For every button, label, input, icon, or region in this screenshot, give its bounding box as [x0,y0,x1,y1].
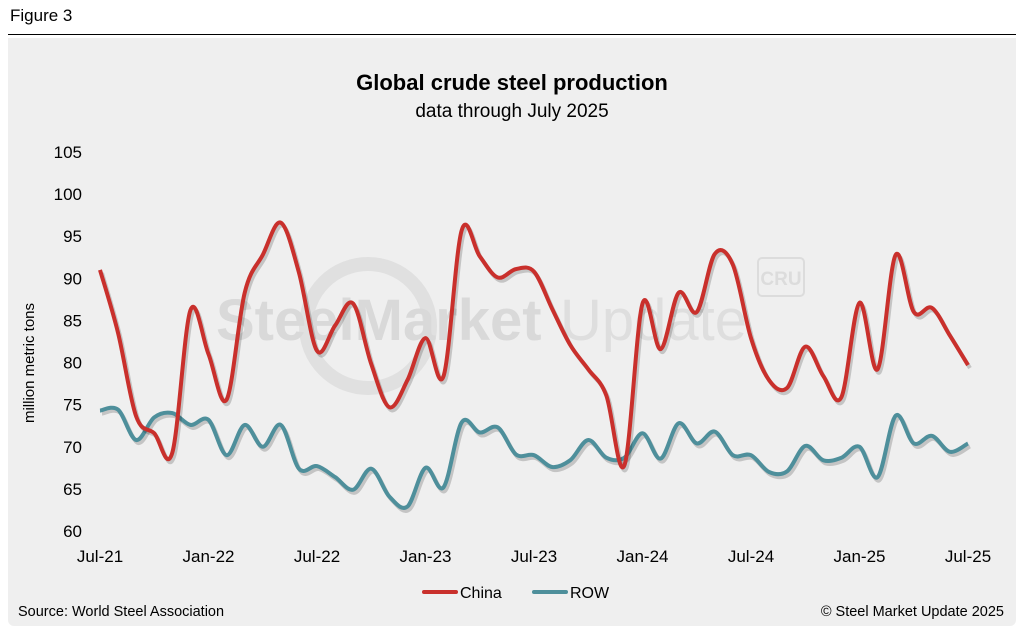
y-tick-label: 70 [63,438,82,457]
x-tick-label: Jul-22 [294,547,340,566]
y-tick-label: 105 [54,143,82,162]
figure-label: Figure 3 [10,6,73,25]
x-tick-label: Jan-25 [834,547,886,566]
x-tick-label: Jan-23 [400,547,452,566]
chart-svg: SteelMarket Update CRU Global crude stee… [18,70,1004,620]
y-tick-label: 80 [63,354,82,373]
series-line-row [99,405,970,510]
watermark-ring [299,257,437,395]
watermark-badge [757,257,805,297]
x-tick-label: Jan-24 [617,547,669,566]
figure-divider [8,34,1016,35]
chart-subtitle: data through July 2025 [415,101,608,122]
x-axis-ticks: Jul-21 Jan-22 Jul-22 Jan-23 Jul-23 Jan-24 Jul-… [77,547,991,566]
y-axis-ticks: 60 65 70 75 80 85 90 95 100 105 [54,143,82,541]
source-note: Source: World Steel Association [18,604,224,620]
x-tick-label: Jul-24 [728,547,774,566]
series-line-china [98,220,970,470]
y-tick-label: 100 [54,185,82,204]
x-tick-label: Jul-25 [945,547,991,566]
y-tick-label: 90 [63,269,82,288]
y-tick-label: 95 [63,227,82,246]
watermark: SteelMarket Update CRU [216,257,805,395]
y-tick-label: 75 [63,396,82,415]
copyright-note: © Steel Market Update 2025 [821,604,1004,620]
watermark-badge-text: CRU [760,269,801,290]
series-layer [98,220,972,513]
y-tick-label: 65 [63,480,82,499]
watermark-bold-text: SteelMarket [216,288,542,353]
legend: China ROW [422,585,610,602]
y-tick-label: 85 [63,311,82,330]
chart-panel: SteelMarket Update CRU Global crude stee… [8,38,1016,626]
x-tick-label: Jul-23 [511,547,557,566]
y-tick-label: 60 [63,522,82,541]
series-shadow-row [101,408,972,513]
y-axis-label: million metric tons [21,303,38,423]
x-tick-label: Jan-22 [183,547,235,566]
legend-label-row: ROW [570,585,610,602]
chart-title: Global crude steel production [356,70,668,95]
legend-label-china: China [460,585,502,602]
x-tick-label: Jul-21 [77,547,123,566]
